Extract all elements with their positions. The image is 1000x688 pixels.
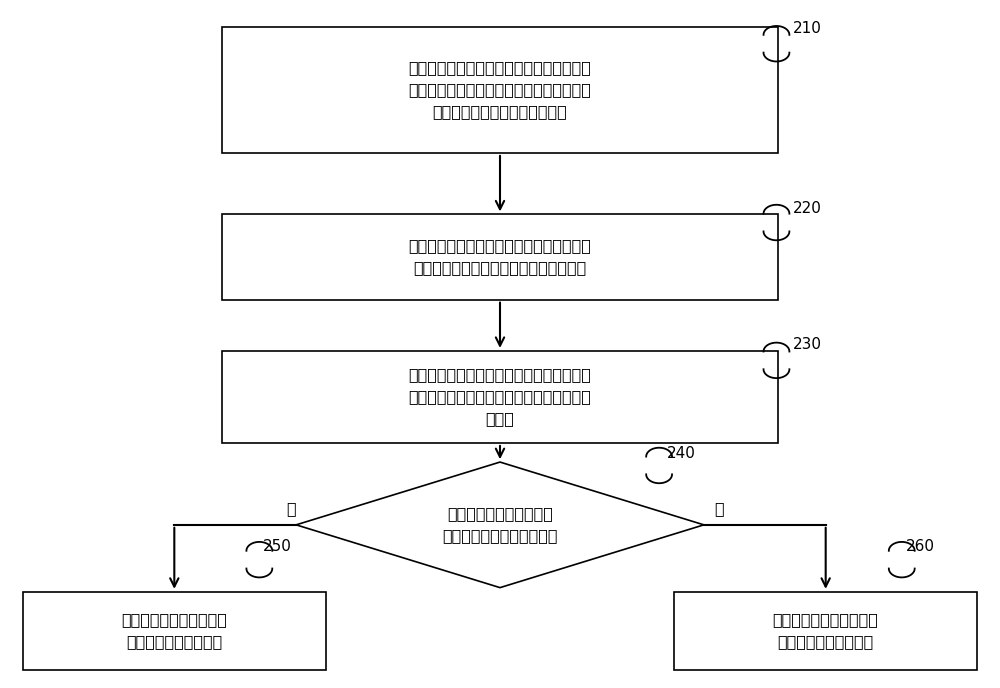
Text: 对与第一识别地理位置对
应的图像识别结果正确: 对与第一识别地理位置对 应的图像识别结果正确 xyxy=(121,612,227,649)
Text: 240: 240 xyxy=(667,447,696,462)
Text: 记录无人驾驶车辆通过图像识别技术获取的
行驶路线上的交通标志物的图像识别信息: 记录无人驾驶车辆通过图像识别技术获取的 行驶路线上的交通标志物的图像识别信息 xyxy=(409,238,591,276)
Text: 将图像识别信息与身份标识信息进行比对，
验证无人驾驶车辆对交通标志物图像的识别
准确性: 将图像识别信息与身份标识信息进行比对， 验证无人驾驶车辆对交通标志物图像的识别 … xyxy=(409,367,591,427)
Text: 是: 是 xyxy=(286,501,296,516)
Text: 230: 230 xyxy=(793,337,822,352)
FancyBboxPatch shape xyxy=(23,592,326,670)
Text: 否: 否 xyxy=(714,501,724,516)
Text: 对与第一识别地理位置对
应的图像识别结果错误: 对与第一识别地理位置对 应的图像识别结果错误 xyxy=(773,612,879,649)
FancyBboxPatch shape xyxy=(222,215,778,300)
Text: 在无人驾驶车辆的行驶过程中，接收与行驶
路线上安放的交通标志物对应的身份标识信
息，并对身份标识信息进行存储: 在无人驾驶车辆的行驶过程中，接收与行驶 路线上安放的交通标志物对应的身份标识信 … xyxy=(409,60,591,120)
FancyBboxPatch shape xyxy=(222,27,778,153)
Text: 250: 250 xyxy=(263,539,292,555)
Text: 220: 220 xyxy=(793,201,822,216)
FancyBboxPatch shape xyxy=(674,592,977,670)
Text: 260: 260 xyxy=(906,539,935,555)
Polygon shape xyxy=(296,462,704,588)
Text: 识别位置对应的结果和实
际位置对应的信息相符合？: 识别位置对应的结果和实 际位置对应的信息相符合？ xyxy=(442,506,558,544)
FancyBboxPatch shape xyxy=(222,351,778,443)
Text: 210: 210 xyxy=(793,21,822,36)
